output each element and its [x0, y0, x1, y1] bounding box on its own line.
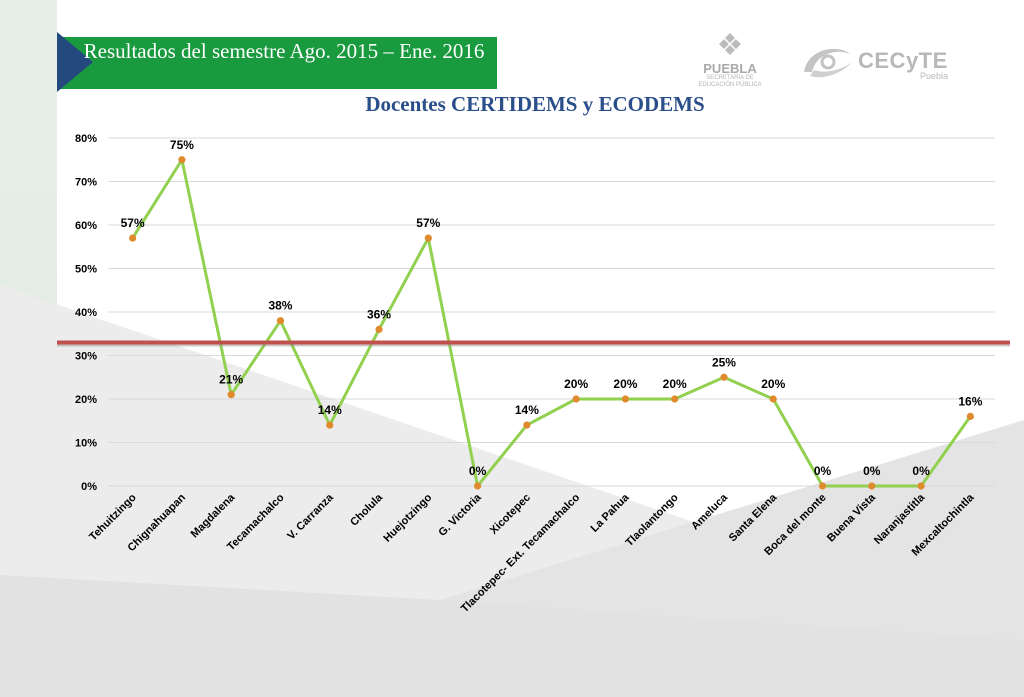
- data-point: [276, 317, 285, 325]
- data-point: [818, 482, 827, 490]
- puebla-emblem-icon: ❖: [716, 29, 744, 62]
- data-label: 21%: [219, 373, 243, 387]
- y-tick-label: 60%: [75, 220, 97, 232]
- data-point: [621, 395, 630, 403]
- data-point: [227, 391, 235, 399]
- series-line: [131, 158, 972, 488]
- puebla-logo-name: PUEBLA: [703, 61, 757, 76]
- title-banner: [57, 37, 497, 89]
- x-tick-label: La Pahua: [588, 491, 632, 535]
- y-tick-label: 80%: [75, 133, 97, 145]
- data-point: [523, 421, 531, 429]
- cecyte-logo: CECyTE Puebla: [798, 40, 958, 90]
- cecyte-swirl-icon: [804, 48, 852, 78]
- x-tick-label: Tehuitzingo: [87, 491, 139, 543]
- data-label: 36%: [367, 307, 391, 321]
- data-label: 0%: [814, 464, 832, 478]
- title-arrow-icon: [57, 32, 93, 92]
- data-point: [917, 482, 925, 490]
- x-tick-label: Ameluca: [689, 491, 731, 533]
- data-label: 20%: [761, 377, 785, 391]
- x-tick-label: G. Victoria: [436, 491, 484, 539]
- data-point: [375, 325, 383, 333]
- data-point: [424, 234, 432, 242]
- data-point: [966, 412, 974, 420]
- data-label: 57%: [121, 216, 145, 230]
- y-tick-label: 70%: [75, 177, 97, 189]
- x-tick-label: Huejotzingo: [381, 491, 434, 544]
- data-label: 25%: [712, 355, 736, 369]
- data-point: [868, 482, 876, 490]
- x-tick-label: Magdalena: [189, 491, 238, 540]
- data-point: [572, 395, 580, 403]
- data-label: 20%: [663, 377, 687, 391]
- data-label: 0%: [863, 464, 881, 478]
- x-tick-label: Tlaolantongo: [624, 491, 682, 549]
- y-tick-label: 30%: [75, 351, 97, 363]
- data-label: 20%: [564, 377, 588, 391]
- y-tick-label: 50%: [75, 264, 97, 276]
- cecyte-logo-name: CECyTE: [858, 48, 948, 73]
- data-label: 14%: [515, 403, 539, 417]
- y-tick-label: 20%: [75, 394, 97, 406]
- data-point: [178, 156, 186, 164]
- data-point: [473, 482, 482, 490]
- data-label: 38%: [268, 299, 292, 313]
- data-label: 20%: [613, 377, 637, 391]
- slide-title: Resultados del semestre Ago. 2015 – Ene.…: [83, 39, 485, 63]
- x-tick-label: Xicotepec: [488, 492, 533, 537]
- data-label: 16%: [958, 394, 982, 408]
- data-point: [720, 373, 728, 381]
- data-label: 0%: [912, 464, 930, 478]
- x-tick-label: Santa Elena: [727, 491, 780, 544]
- y-tick-label: 40%: [75, 307, 97, 319]
- data-label: 57%: [416, 216, 440, 230]
- cecyte-logo-subtitle: Puebla: [920, 71, 949, 81]
- y-tick-label: 0%: [81, 481, 97, 493]
- data-point: [129, 234, 137, 242]
- data-label: 14%: [318, 403, 342, 417]
- x-tick-label: Buena Vista: [825, 491, 878, 544]
- puebla-logo: ❖ PUEBLA SECRETARÍA DE EDUCACIÓN PÚBLICA: [690, 30, 770, 94]
- y-tick-label: 10%: [75, 438, 97, 450]
- x-tick-label: Naranjastitla: [872, 491, 928, 547]
- chart-title: Docentes CERTIDEMS y ECODEMS: [365, 92, 705, 116]
- x-tick-label: V. Carranza: [285, 491, 336, 542]
- data-label: 75%: [170, 138, 194, 152]
- data-label: 0%: [469, 464, 487, 478]
- x-tick-label: Cholula: [348, 491, 386, 529]
- data-point: [769, 395, 777, 403]
- data-point: [326, 421, 334, 429]
- puebla-logo-subtitle: SECRETARÍA DE EDUCACIÓN PÚBLICA: [698, 75, 762, 88]
- data-point: [671, 395, 679, 403]
